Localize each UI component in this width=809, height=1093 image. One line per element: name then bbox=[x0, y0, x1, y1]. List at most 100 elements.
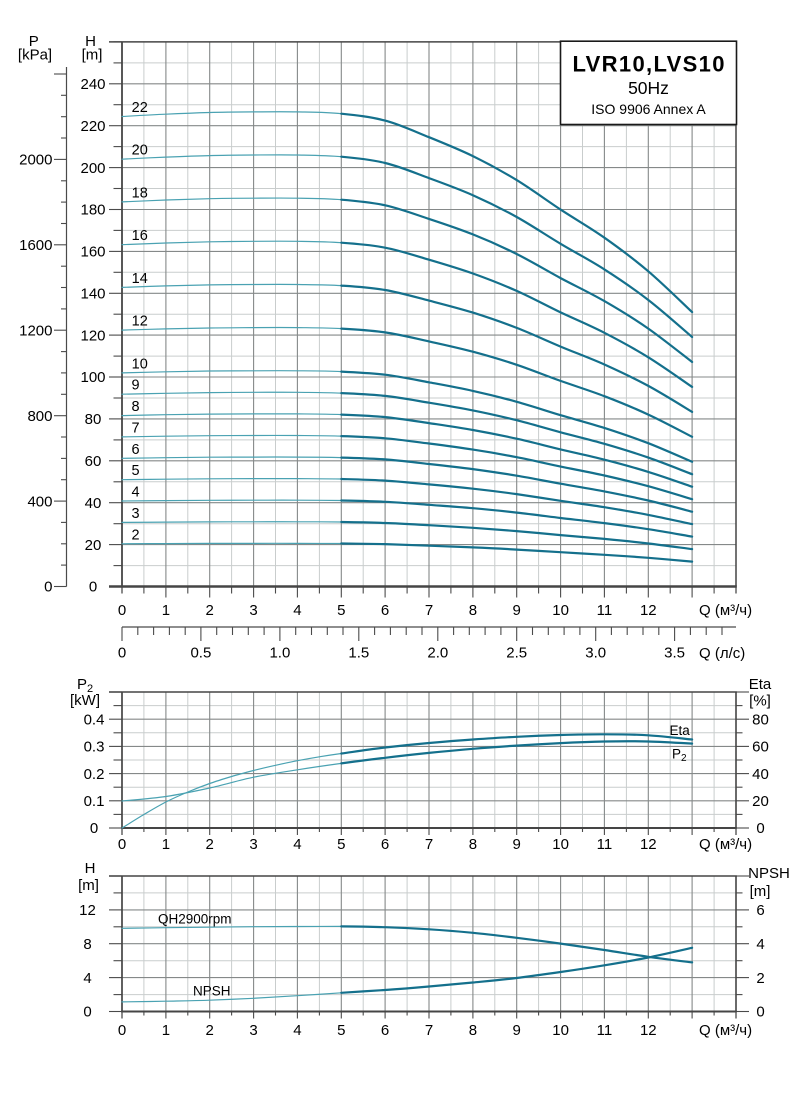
svg-text:11: 11 bbox=[597, 1022, 613, 1039]
svg-text:0: 0 bbox=[118, 1022, 126, 1039]
svg-text:1.5: 1.5 bbox=[348, 644, 369, 661]
svg-text:3.0: 3.0 bbox=[585, 644, 606, 661]
svg-text:2: 2 bbox=[206, 1022, 214, 1039]
svg-text:8: 8 bbox=[83, 936, 91, 953]
svg-text:1.0: 1.0 bbox=[269, 644, 290, 661]
svg-text:5: 5 bbox=[337, 1022, 345, 1039]
svg-text:4: 4 bbox=[132, 485, 140, 501]
svg-text:Eta: Eta bbox=[749, 676, 772, 693]
svg-text:80: 80 bbox=[752, 711, 769, 728]
svg-text:NPSH: NPSH bbox=[748, 865, 790, 882]
svg-text:H: H bbox=[85, 860, 96, 877]
svg-text:8: 8 bbox=[132, 399, 140, 415]
svg-text:9: 9 bbox=[513, 836, 521, 853]
svg-text:5: 5 bbox=[337, 602, 345, 619]
svg-text:12: 12 bbox=[132, 314, 148, 330]
svg-text:0: 0 bbox=[756, 1004, 764, 1021]
svg-text:11: 11 bbox=[597, 836, 613, 853]
svg-text:11: 11 bbox=[597, 602, 613, 619]
svg-text:H: H bbox=[85, 33, 96, 50]
svg-text:Q (м³/ч): Q (м³/ч) bbox=[699, 1022, 752, 1039]
svg-text:2: 2 bbox=[756, 970, 764, 987]
svg-text:140: 140 bbox=[80, 286, 105, 303]
svg-text:[m]: [m] bbox=[78, 877, 99, 894]
svg-text:10: 10 bbox=[552, 602, 569, 619]
svg-text:4: 4 bbox=[293, 1022, 301, 1039]
svg-text:8: 8 bbox=[469, 836, 477, 853]
svg-text:800: 800 bbox=[27, 408, 52, 425]
svg-text:[m]: [m] bbox=[750, 883, 771, 900]
svg-text:100: 100 bbox=[80, 369, 105, 386]
svg-text:12: 12 bbox=[640, 602, 657, 619]
svg-text:6: 6 bbox=[381, 836, 389, 853]
svg-text:3: 3 bbox=[249, 836, 257, 853]
svg-text:2.0: 2.0 bbox=[427, 644, 448, 661]
svg-text:2000: 2000 bbox=[19, 152, 52, 169]
svg-text:[kW]: [kW] bbox=[70, 692, 100, 709]
svg-text:0: 0 bbox=[83, 1004, 91, 1021]
svg-text:20: 20 bbox=[85, 537, 102, 554]
svg-text:0: 0 bbox=[44, 579, 52, 596]
svg-text:18: 18 bbox=[132, 185, 148, 201]
svg-text:7: 7 bbox=[132, 420, 140, 436]
svg-text:160: 160 bbox=[80, 244, 105, 261]
svg-text:40: 40 bbox=[85, 495, 102, 512]
svg-text:12: 12 bbox=[640, 1022, 657, 1039]
svg-text:6: 6 bbox=[756, 902, 764, 919]
svg-text:10: 10 bbox=[132, 356, 148, 372]
svg-text:10: 10 bbox=[552, 836, 569, 853]
svg-text:QH2900rpm: QH2900rpm bbox=[158, 912, 232, 927]
svg-text:20: 20 bbox=[132, 143, 148, 159]
svg-text:4: 4 bbox=[83, 970, 91, 987]
svg-text:9: 9 bbox=[132, 378, 140, 394]
svg-text:4: 4 bbox=[293, 602, 301, 619]
svg-text:0: 0 bbox=[756, 820, 764, 837]
svg-text:120: 120 bbox=[80, 327, 105, 344]
svg-text:1: 1 bbox=[162, 602, 170, 619]
svg-text:3: 3 bbox=[132, 506, 140, 522]
svg-text:2: 2 bbox=[206, 602, 214, 619]
svg-text:LVR10,LVS10: LVR10,LVS10 bbox=[573, 52, 725, 77]
svg-text:P: P bbox=[29, 33, 39, 50]
svg-text:Q (л/с): Q (л/с) bbox=[699, 645, 745, 662]
svg-text:10: 10 bbox=[552, 1022, 569, 1039]
svg-text:Q (м³/ч): Q (м³/ч) bbox=[699, 836, 752, 853]
svg-text:2.5: 2.5 bbox=[506, 644, 527, 661]
svg-text:Q (м³/ч): Q (м³/ч) bbox=[699, 602, 752, 619]
svg-text:7: 7 bbox=[425, 1022, 433, 1039]
svg-text:16: 16 bbox=[132, 228, 148, 244]
svg-text:180: 180 bbox=[80, 202, 105, 219]
svg-text:40: 40 bbox=[752, 766, 769, 783]
svg-text:7: 7 bbox=[425, 836, 433, 853]
svg-text:8: 8 bbox=[469, 602, 477, 619]
svg-text:6: 6 bbox=[381, 1022, 389, 1039]
svg-text:220: 220 bbox=[80, 118, 105, 135]
svg-text:6: 6 bbox=[132, 442, 140, 458]
svg-text:3: 3 bbox=[249, 602, 257, 619]
svg-text:6: 6 bbox=[381, 602, 389, 619]
svg-text:0: 0 bbox=[90, 820, 98, 837]
svg-text:9: 9 bbox=[513, 602, 521, 619]
svg-text:3: 3 bbox=[249, 1022, 257, 1039]
svg-text:0.1: 0.1 bbox=[84, 793, 105, 810]
svg-text:60: 60 bbox=[752, 739, 769, 756]
svg-text:60: 60 bbox=[85, 453, 102, 470]
svg-text:1: 1 bbox=[162, 1022, 170, 1039]
svg-text:0.2: 0.2 bbox=[84, 766, 105, 783]
svg-text:5: 5 bbox=[337, 836, 345, 853]
svg-text:14: 14 bbox=[132, 271, 148, 287]
svg-text:0.3: 0.3 bbox=[84, 739, 105, 756]
svg-text:Eta: Eta bbox=[670, 723, 691, 738]
svg-text:2: 2 bbox=[206, 836, 214, 853]
svg-text:50Hz: 50Hz bbox=[628, 78, 669, 98]
svg-text:200: 200 bbox=[80, 160, 105, 177]
svg-text:4: 4 bbox=[293, 836, 301, 853]
svg-text:0: 0 bbox=[118, 836, 126, 853]
svg-text:0.4: 0.4 bbox=[84, 711, 105, 728]
svg-text:4: 4 bbox=[756, 936, 764, 953]
svg-text:[kPa]: [kPa] bbox=[18, 47, 52, 64]
svg-text:9: 9 bbox=[513, 1022, 521, 1039]
svg-text:240: 240 bbox=[80, 76, 105, 93]
svg-text:20: 20 bbox=[752, 793, 769, 810]
svg-text:5: 5 bbox=[132, 463, 140, 479]
